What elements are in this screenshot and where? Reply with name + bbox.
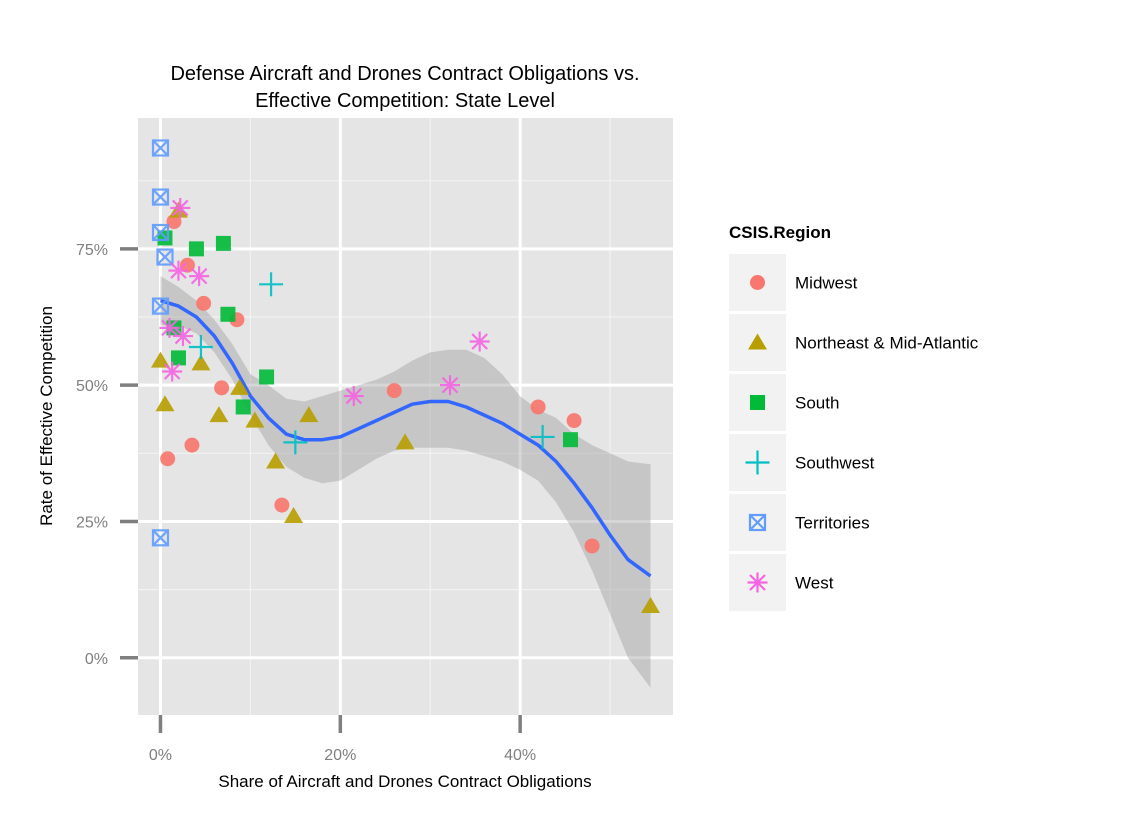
point-0-7 — [274, 497, 290, 513]
point-2-1 — [188, 241, 204, 257]
y-tick-label-1: 25% — [76, 514, 108, 531]
point-2-8 — [562, 432, 578, 448]
legend-label-2: South — [795, 394, 839, 413]
x-tick-label-2: 40% — [504, 747, 536, 764]
smooth-curve — [159, 298, 652, 578]
legend-item-0: Midwest — [729, 254, 858, 311]
chart-title-line-2: Effective Competition: State Level — [255, 90, 555, 112]
point-1-2 — [191, 354, 211, 371]
smooth-band-area — [160, 276, 651, 688]
smooth-confidence-band — [160, 276, 651, 688]
legend-label-5: West — [795, 574, 834, 593]
point-3-0 — [259, 272, 284, 297]
point-1-9 — [284, 507, 304, 523]
point-3-1 — [188, 334, 213, 359]
series-0 — [160, 214, 600, 554]
point-0-1 — [179, 257, 195, 273]
point-2-3 — [220, 306, 236, 322]
legend-marker-1 — [748, 333, 767, 350]
point-1-5 — [230, 378, 250, 395]
smooth-line — [159, 298, 652, 578]
y-axis: 0% 25% 50% 75% — [76, 242, 138, 668]
grid-minor — [138, 118, 673, 715]
legend-item-3: Southwest — [729, 434, 875, 491]
point-0-4 — [214, 380, 230, 396]
series-2 — [157, 230, 578, 448]
series-4 — [151, 139, 174, 547]
point-4-1 — [151, 188, 170, 206]
point-4-5 — [151, 529, 170, 547]
point-5-6 — [343, 386, 364, 407]
chart-title-line-1: Defense Aircraft and Drones Contract Obl… — [170, 63, 639, 85]
point-1-6 — [245, 411, 265, 428]
point-2-2 — [215, 235, 231, 251]
legend-label-0: Midwest — [795, 274, 858, 293]
y-tick-label-3: 75% — [76, 242, 108, 259]
point-4-4 — [151, 297, 170, 315]
point-4-0 — [151, 139, 170, 157]
point-2-6 — [259, 369, 275, 385]
point-2-5 — [170, 350, 186, 366]
point-5-2 — [189, 266, 210, 287]
legend-label-1: Northeast & Mid-Atlantic — [795, 334, 979, 353]
point-5-8 — [469, 331, 490, 352]
legend-item-1: Northeast & Mid-Atlantic — [729, 314, 979, 371]
point-0-9 — [530, 399, 546, 415]
y-axis-title: Rate of Effective Competition — [37, 306, 56, 526]
point-3-3 — [530, 424, 555, 449]
y-tick-label-0: 0% — [85, 651, 108, 668]
point-1-10 — [395, 433, 415, 450]
x-axis: 0% 20% 40% — [149, 715, 536, 764]
plot-panel — [138, 118, 673, 715]
x-tick-label-0: 0% — [149, 747, 172, 764]
point-0-5 — [184, 437, 200, 453]
point-1-3 — [155, 395, 175, 412]
series-3 — [188, 272, 555, 455]
legend-marker-2 — [750, 395, 765, 410]
legend: CSIS.Region Midwest Northeast & Mid-Atlan… — [729, 223, 979, 611]
point-0-2 — [196, 295, 212, 311]
legend-label-3: Southwest — [795, 454, 875, 473]
point-0-6 — [160, 451, 176, 467]
grid-major — [138, 118, 673, 715]
point-0-10 — [566, 413, 582, 429]
point-0-8 — [386, 383, 402, 399]
point-0-11 — [584, 538, 600, 554]
point-3-2 — [283, 430, 308, 455]
legend-marker-5 — [747, 572, 768, 593]
legend-label-4: Territories — [795, 514, 870, 533]
point-5-3 — [159, 317, 180, 338]
point-4-3 — [156, 248, 174, 266]
legend-item-4: Territories — [729, 494, 870, 551]
point-5-4 — [172, 326, 193, 347]
y-tick-label-2: 50% — [76, 378, 108, 395]
point-5-7 — [440, 375, 461, 396]
point-5-0 — [170, 197, 191, 218]
point-1-4 — [209, 406, 229, 423]
series-5 — [159, 197, 490, 407]
point-1-11 — [641, 596, 661, 613]
legend-marker-4 — [748, 513, 767, 532]
point-5-5 — [162, 361, 183, 382]
data-points — [150, 139, 661, 613]
point-1-8 — [299, 406, 319, 423]
point-5-1 — [168, 260, 189, 281]
x-axis-title: Share of Aircraft and Drones Contract Ob… — [218, 772, 591, 791]
legend-item-5: West — [729, 554, 834, 611]
point-2-7 — [235, 399, 251, 415]
point-0-0 — [166, 214, 182, 230]
legend-item-2: South — [729, 374, 839, 431]
point-1-7 — [266, 452, 286, 469]
legend-marker-0 — [750, 275, 765, 290]
point-4-2 — [151, 223, 170, 242]
legend-title: CSIS.Region — [729, 223, 831, 242]
legend-marker-3 — [745, 450, 770, 475]
x-tick-label-1: 20% — [324, 747, 356, 764]
